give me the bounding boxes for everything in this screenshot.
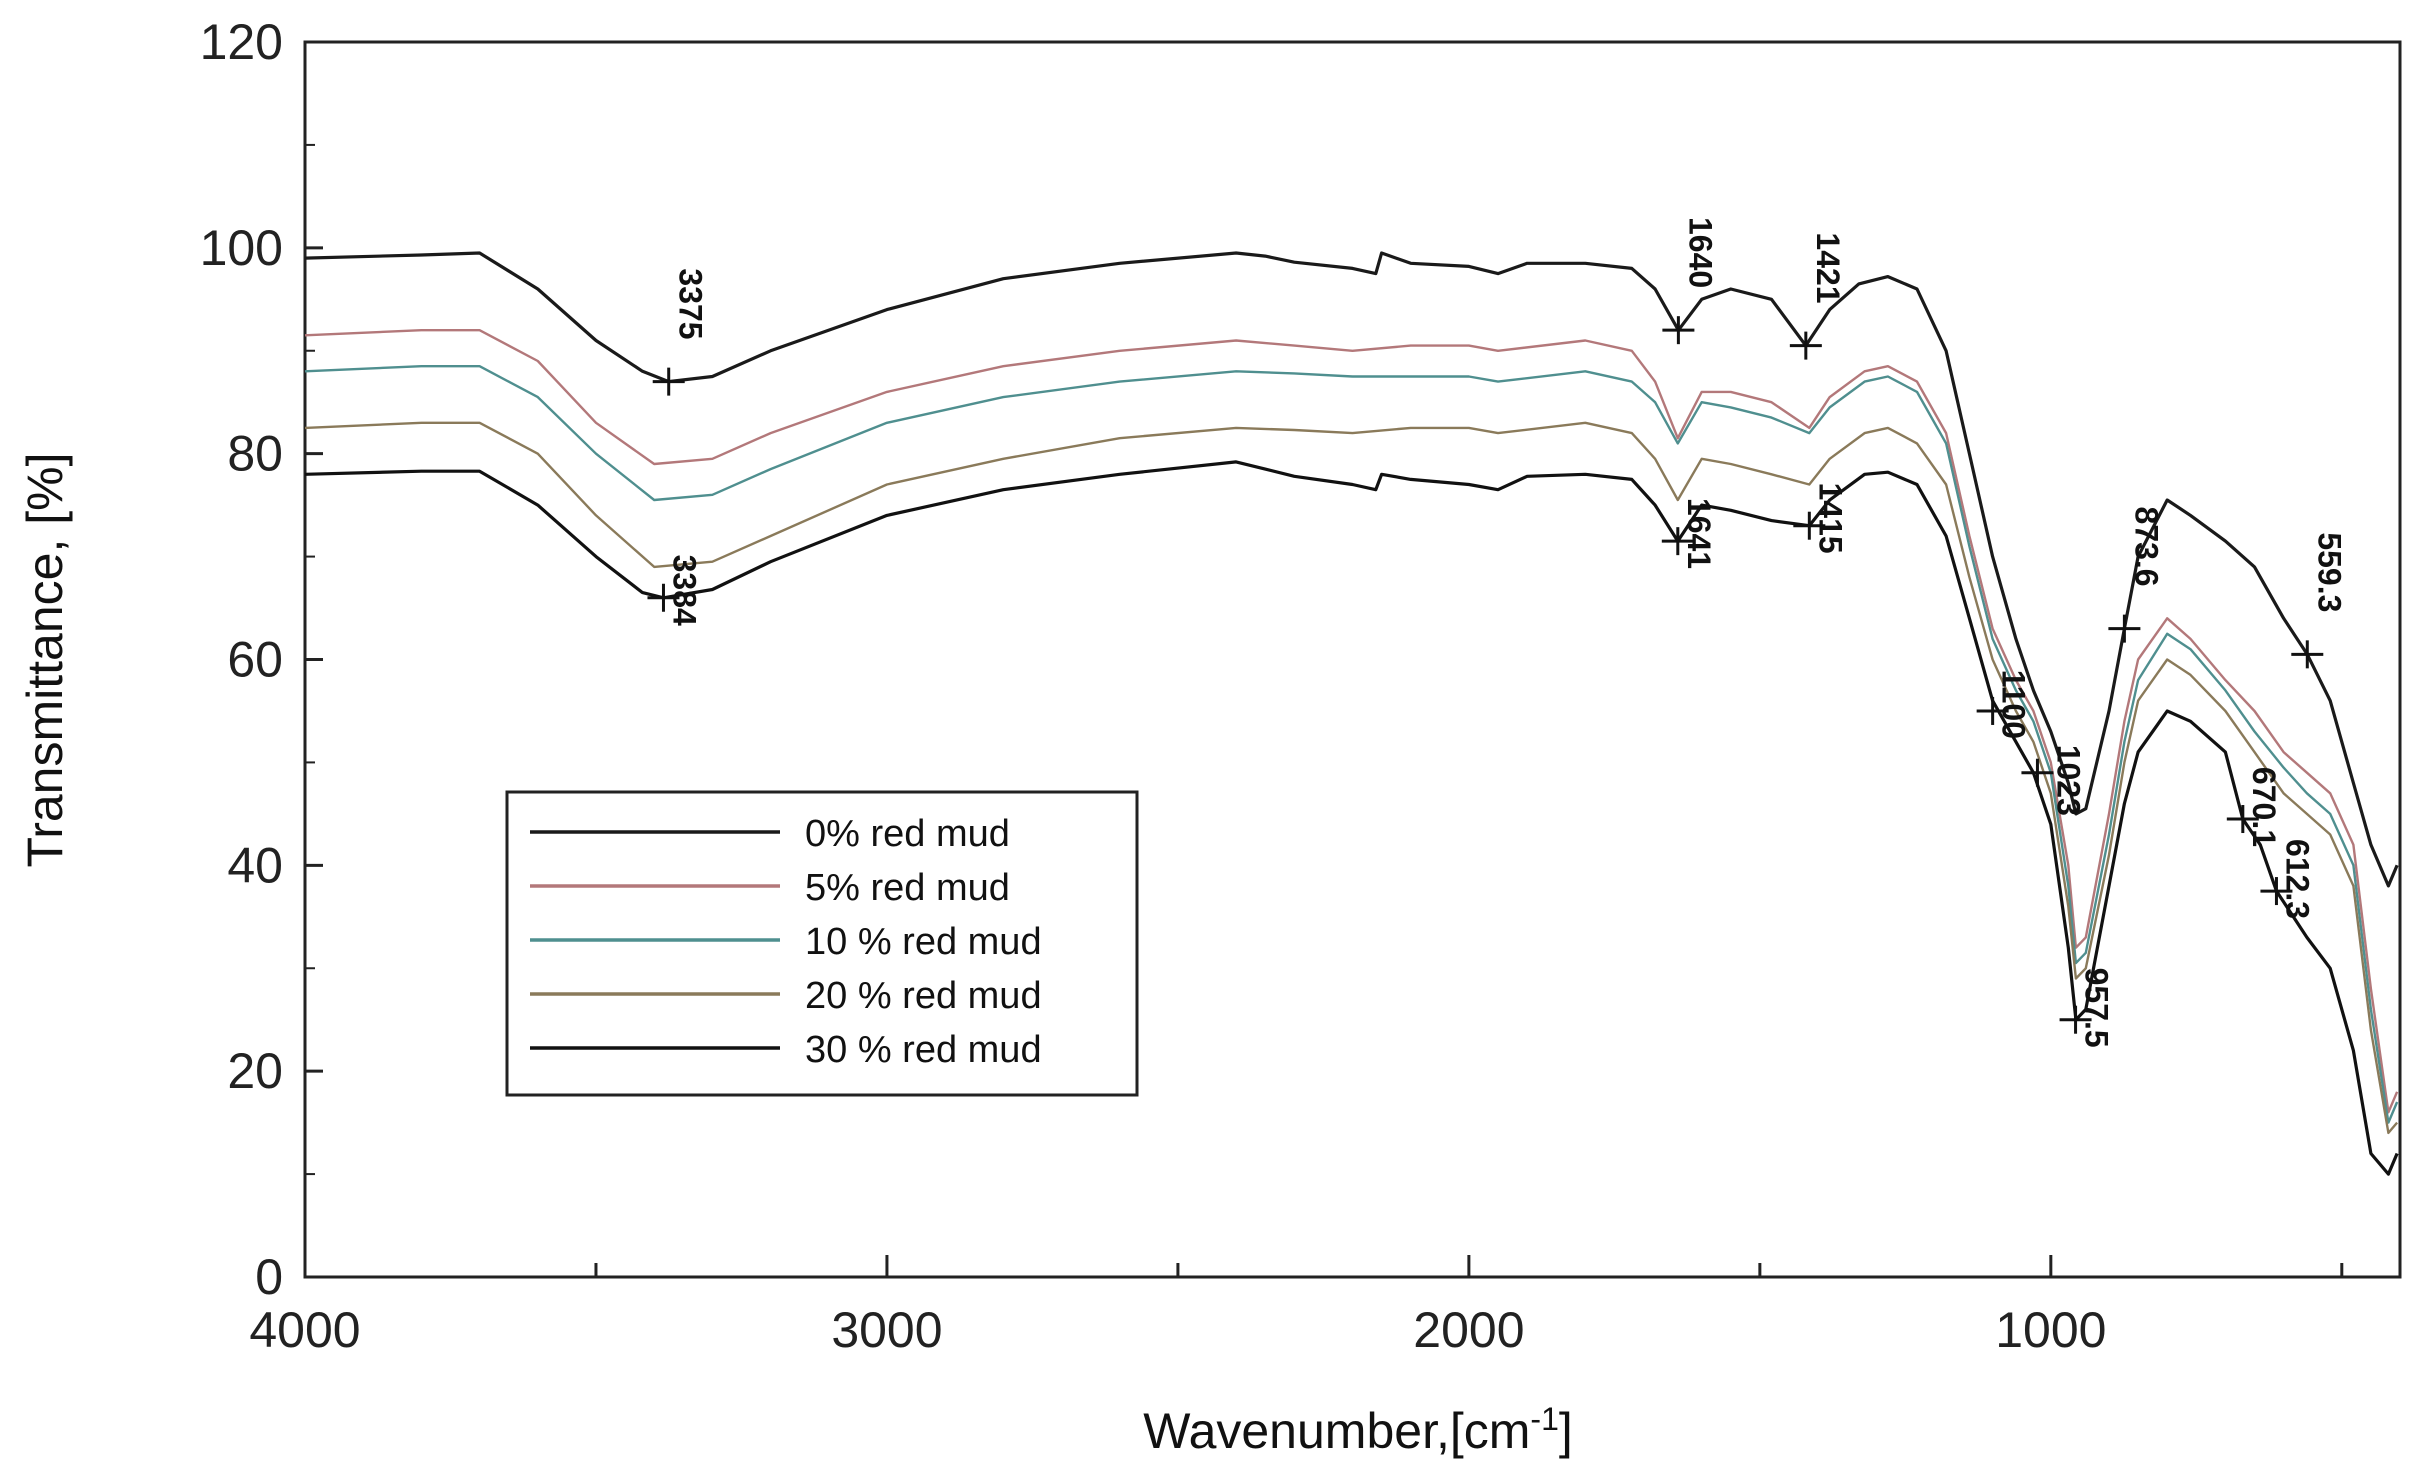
y-tick-label: 100 (200, 220, 283, 276)
peak-label: 1415 (1812, 483, 1848, 554)
y-tick-label: 40 (227, 837, 283, 893)
legend-label: 0% red mud (805, 813, 1010, 855)
legend: 0% red mud 5% red mud 10 % red mud 20 % red… (505, 790, 1139, 1097)
peak-label: 1023 (2050, 745, 2086, 816)
peak-label: 3384 (667, 555, 703, 626)
series-line (304, 251, 2399, 888)
peak-label: 873.6 (2128, 507, 2164, 587)
x-tick-label: 1000 (1995, 1302, 2106, 1358)
series-line (304, 460, 2399, 1176)
series-line (304, 365, 2399, 1124)
peak-label: 1421 (1810, 232, 1846, 303)
y-axis: 0 20 40 60 80 100 120 (200, 14, 323, 1305)
legend-label: 20 % red mud (805, 975, 1042, 1017)
y-tick-label: 80 (227, 426, 283, 482)
legend-entries: 0% red mud 5% red mud 10 % red mud 20 % red… (530, 813, 1042, 1071)
x-axis-title: Wavenumber,[cm-1] (1143, 1401, 1573, 1459)
peak-label: 1100 (1996, 670, 2032, 739)
legend-label: 30 % red mud (805, 1029, 1042, 1071)
y-tick-label: 0 (255, 1249, 283, 1305)
peak-label: 957.5 (2079, 968, 2115, 1048)
legend-label: 5% red mud (805, 867, 1010, 909)
peak-label: 559.3 (2311, 532, 2347, 612)
y-axis-title: Transmittance, [%] (17, 453, 73, 868)
x-tick-label: 3000 (831, 1302, 942, 1358)
x-axis: 4000 3000 2000 1000 (249, 1255, 2344, 1358)
series-line (304, 329, 2399, 1114)
peak-label: 612.3 (2280, 839, 2316, 919)
peak-label: 1641 (1681, 498, 1717, 569)
x-axis-title-end: ] (1559, 1403, 1573, 1459)
peak-label: 3375 (673, 268, 709, 339)
legend-label: 10 % red mud (805, 921, 1042, 963)
y-tick-label: 20 (227, 1043, 283, 1099)
peak-label: 670.1 (2246, 767, 2282, 847)
x-axis-title-main: Wavenumber,[cm (1143, 1403, 1530, 1459)
annotation-layer: 3375 1640 1421 3384 1641 1415 1100 1023 873.6 559… (647, 217, 2347, 1048)
series-layer (304, 251, 2399, 1176)
x-tick-label: 2000 (1413, 1302, 1524, 1358)
y-tick-label: 60 (227, 632, 283, 688)
y-tick-label: 120 (200, 14, 283, 70)
legend-box (505, 790, 1139, 1097)
x-axis-title-superscript: -1 (1530, 1401, 1558, 1437)
x-tick-label: 4000 (249, 1302, 360, 1358)
series-line (304, 421, 2399, 1135)
peak-label: 1640 (1682, 217, 1718, 288)
